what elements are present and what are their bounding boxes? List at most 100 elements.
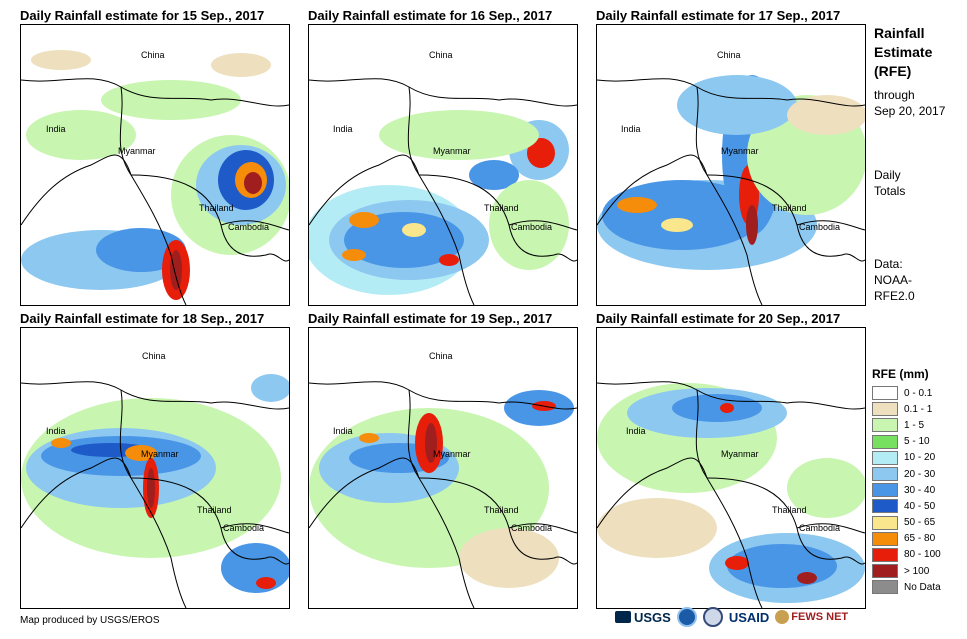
legend-label: 1 - 5 [904,419,925,431]
logo-bar: USGS USAID FEWS NET [615,607,848,627]
legend-item: 40 - 50 [872,498,941,514]
legend-swatch [872,483,898,498]
country-borders [597,78,865,305]
rainfall-field [597,383,865,603]
legend-label: 5 - 10 [904,436,930,448]
label-thailand-4: Thailand [197,505,232,515]
country-borders [309,381,577,608]
label-india-1: India [46,124,66,134]
label-india-6: India [626,426,646,436]
rainfall-field [21,374,289,593]
map-panel-2 [308,24,578,306]
legend-label: 50 - 65 [904,517,936,529]
fewsnet-logo: FEWS NET [775,610,848,624]
label-china-4: China [142,351,166,361]
legend-item: No Data [872,579,941,595]
legend-label: 0.1 - 1 [904,403,933,415]
label-cambodia-6: Cambodia [799,523,841,533]
panel-title-3: Daily Rainfall estimate for 17 Sep., 201… [596,8,841,23]
legend-item: 0 - 0.1 [872,385,941,401]
usgs-wave-icon [615,611,631,623]
label-myanmar-2: Myanmar [433,146,471,156]
legend-label: 0 - 0.1 [904,387,933,399]
legend-item: > 100 [872,563,941,579]
label-cambodia-2: Cambodia [511,222,553,232]
legend-swatch [872,450,898,465]
legend-swatch [872,402,898,417]
rainfall-map-2 [309,78,577,305]
map-panel-5 [308,327,578,609]
rainfall-map-1 [21,50,289,305]
country-borders [597,381,865,608]
label-thailand-5: Thailand [484,505,519,515]
rainfall-field [309,110,569,295]
rainfall-field [597,75,865,270]
label-thailand-2: Thailand [484,203,519,213]
label-cambodia-1: Cambodia [228,222,270,232]
sidebar-daily-totals: Daily Totals [874,168,906,198]
label-cambodia-4: Cambodia [223,523,265,533]
legend-swatch [872,386,898,401]
legend-label: 40 - 50 [904,500,936,512]
sidebar-title: Rainfall Estimate (RFE) [874,25,933,79]
legend-swatch [872,467,898,482]
map-panel-3 [596,24,866,306]
rainfall-map-3 [597,75,865,305]
label-myanmar-1: Myanmar [118,146,156,156]
label-china-3: China [717,50,741,60]
panel-title-5: Daily Rainfall estimate for 19 Sep., 201… [308,311,553,326]
label-india-5: India [333,426,353,436]
map-panel-6 [596,327,866,609]
panel-title-4: Daily Rainfall estimate for 18 Sep., 201… [20,311,265,326]
legend-label: 10 - 20 [904,452,936,464]
label-india-3: India [621,124,641,134]
label-china-1: China [141,50,165,60]
legend-label: > 100 [904,565,930,577]
label-myanmar-3: Myanmar [721,146,759,156]
label-myanmar-6: Myanmar [721,449,759,459]
rainfall-field [309,390,574,588]
label-cambodia-5: Cambodia [511,523,553,533]
map-panel-4 [20,327,290,609]
rainfall-map-5 [309,381,577,608]
legend-item: 65 - 80 [872,531,941,547]
legend-swatch [872,547,898,562]
legend-swatch [872,564,898,579]
map-credit: Map produced by USGS/EROS [20,615,160,626]
label-thailand-6: Thailand [772,505,807,515]
legend-label: 20 - 30 [904,468,936,480]
legend-title: RFE (mm) [872,367,929,381]
usaid-logo: USAID [728,609,770,625]
legend-label: 30 - 40 [904,484,936,496]
usgs-logo: USGS [615,610,671,625]
legend-swatch [872,531,898,546]
country-borders [309,78,577,305]
label-cambodia-3: Cambodia [799,222,841,232]
legend-items: 0 - 0.1 0.1 - 1 1 - 5 5 - 10 10 - 20 20 - 30 3… [872,385,941,595]
label-india-2: India [333,124,353,134]
legend-swatch [872,515,898,530]
legend-item: 0.1 - 1 [872,401,941,417]
label-myanmar-5: Myanmar [433,449,471,459]
legend-item: 1 - 5 [872,417,941,433]
fewsnet-globe-icon [775,610,790,624]
label-thailand-3: Thailand [772,203,807,213]
legend-item: 10 - 20 [872,450,941,466]
sidebar-through: through Sep 20, 2017 [874,88,946,118]
legend-item: 5 - 10 [872,434,941,450]
legend-swatch [872,580,898,595]
country-borders [21,78,289,305]
label-india-4: India [46,426,66,436]
legend-item: 80 - 100 [872,547,941,563]
legend-item: 50 - 65 [872,515,941,531]
legend-swatch [872,418,898,433]
map-panel-1 [20,24,290,306]
rainfall-map-6 [597,381,865,608]
rainfall-field [21,50,289,300]
legend-item: 20 - 30 [872,466,941,482]
noaa-logo [676,607,697,627]
rainfall-map-4 [21,374,289,608]
legend-item: 30 - 40 [872,482,941,498]
panel-title-6: Daily Rainfall estimate for 20 Sep., 201… [596,311,841,326]
legend-label: No Data [904,581,941,593]
